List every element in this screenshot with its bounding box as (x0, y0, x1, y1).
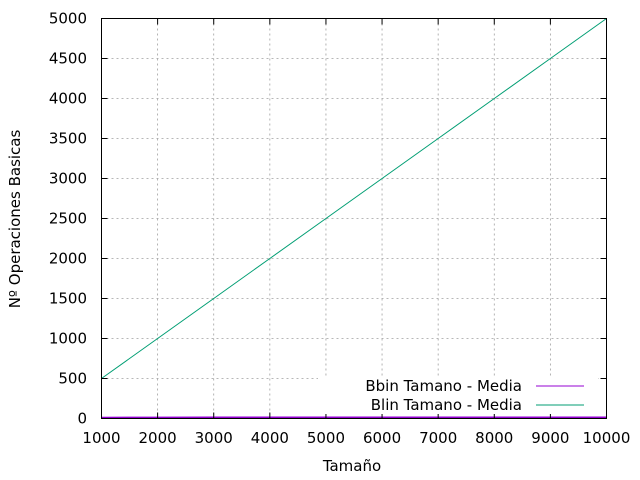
x-tick-label: 2000 (139, 429, 177, 447)
y-tick-label: 2000 (49, 250, 87, 268)
series-group (101, 18, 607, 419)
x-tick-label: 10000 (583, 429, 631, 447)
y-tick-label: 2500 (49, 210, 87, 228)
x-tick-label: 6000 (363, 429, 401, 447)
legend-label: Bbin Tamano - Media (365, 377, 522, 395)
legend-label: Blin Tamano - Media (371, 396, 522, 414)
y-tick-label: 1000 (49, 330, 87, 348)
x-tick-label: 7000 (419, 429, 457, 447)
x-tick-label: 4000 (251, 429, 289, 447)
y-tick-label: 500 (58, 370, 87, 388)
grid (101, 18, 607, 419)
x-tick-label: 1000 (82, 429, 120, 447)
y-tick-label: 3500 (49, 130, 87, 148)
x-tick-label: 5000 (307, 429, 345, 447)
y-tick-label: 5000 (49, 10, 87, 28)
x-tick-label: 3000 (195, 429, 233, 447)
y-tick-label: 3000 (49, 170, 87, 188)
y-tick-label: 1500 (49, 290, 87, 308)
legend-background (318, 376, 598, 414)
series-line-2 (101, 18, 607, 379)
y-tick-label: 0 (77, 410, 87, 428)
y-tick-label: 4500 (49, 50, 87, 68)
x-axis-label: Tamaño (322, 457, 381, 475)
y-tick-label: 4000 (49, 90, 87, 108)
y-axis-label: Nº Operaciones Basicas (6, 130, 24, 309)
y-tick-labels: 0 500 1000 1500 2000 2500 3000 3500 4000 4500 5000 (49, 10, 87, 428)
x-tick-label: 9000 (531, 429, 569, 447)
x-tick-label: 8000 (475, 429, 513, 447)
x-tick-labels: 1000 2000 3000 4000 5000 6000 7000 8000 9000 1000… (82, 429, 630, 447)
